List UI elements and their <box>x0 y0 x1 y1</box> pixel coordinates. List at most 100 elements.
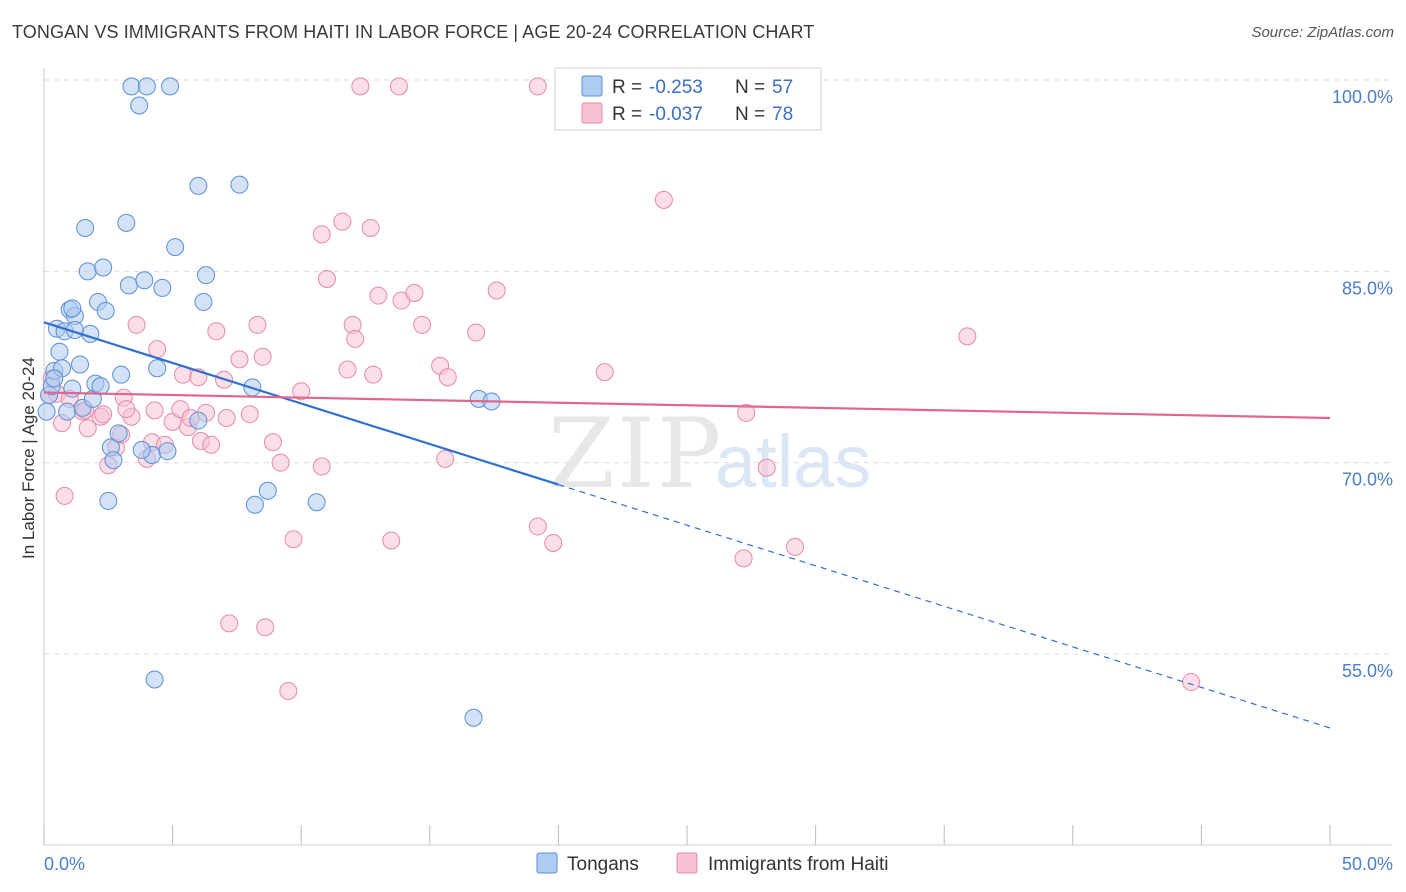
haiti-point <box>253 347 272 366</box>
watermark-zip: ZIP <box>548 398 723 510</box>
haiti-point <box>1182 673 1201 692</box>
haiti-point <box>248 315 267 334</box>
tongan-point <box>189 411 208 430</box>
series-legend: Tongans Immigrants from Haiti <box>536 852 889 875</box>
tongan-point <box>158 442 177 461</box>
haiti-point <box>127 315 146 334</box>
haiti-point <box>734 549 753 568</box>
tongan-point <box>119 276 138 295</box>
tongan-point <box>94 258 113 277</box>
trend-lines <box>43 321 1331 729</box>
tongan-point <box>135 271 154 290</box>
legend-n-label-2: N = <box>735 104 765 125</box>
y-tick-label: 55.0% <box>1342 661 1393 681</box>
haiti-point <box>528 77 547 96</box>
legend-r-label-2: R = <box>612 104 642 125</box>
haiti-point <box>382 531 401 550</box>
haiti-point <box>284 530 303 549</box>
tongan-point <box>37 402 56 421</box>
tongan-point <box>194 292 213 311</box>
haiti-point <box>467 323 486 342</box>
tongan-point <box>99 491 118 510</box>
haiti-trend-line <box>43 391 1331 420</box>
tongan-point <box>307 493 326 512</box>
haiti-point <box>271 453 290 472</box>
tongan-point <box>76 218 95 237</box>
haiti-point <box>487 281 506 300</box>
chart-title: TONGAN VS IMMIGRANTS FROM HAITI IN LABOR… <box>12 22 815 42</box>
tongan-point <box>189 176 208 195</box>
haiti-point <box>436 449 455 468</box>
x-tick-label-min: 0.0% <box>44 854 85 874</box>
tongan-point <box>153 278 172 297</box>
tongan-point <box>78 262 97 281</box>
haiti-point <box>595 363 614 382</box>
x-tick-label-max: 50.0% <box>1342 854 1393 874</box>
legend-swatch-tongans <box>581 75 603 97</box>
haiti-point <box>145 401 164 420</box>
haiti-point <box>361 218 380 237</box>
legend-r-label-1: R = <box>612 77 642 98</box>
haiti-point <box>369 286 388 305</box>
haiti-point <box>202 435 221 454</box>
legend-r-value-2: -0.037 <box>649 104 703 125</box>
tongan-point <box>91 377 110 396</box>
tongan-point <box>148 359 167 378</box>
legend-label-tongans: Tongans <box>567 854 639 875</box>
series-haiti-points <box>40 77 1201 700</box>
axes <box>43 68 1392 846</box>
tongan-point <box>96 301 115 320</box>
y-tick-label: 70.0% <box>1342 470 1393 490</box>
source-credit: Source: ZipAtlas.com <box>1251 24 1394 41</box>
tongan-point <box>63 299 82 318</box>
tongan-point <box>109 424 128 443</box>
haiti-point <box>240 405 259 424</box>
y-tick-label: 85.0% <box>1342 278 1393 298</box>
tongans-trend-line <box>43 321 559 486</box>
tongan-point <box>112 365 131 384</box>
haiti-point <box>528 517 547 536</box>
correlation-legend: R = -0.253 N = 57 R = -0.037 N = 78 <box>554 67 822 131</box>
legend-swatch-haiti <box>581 102 603 124</box>
haiti-point <box>292 382 311 401</box>
tongan-point <box>50 342 69 361</box>
tongan-point <box>166 238 185 257</box>
bottom-swatch-tongans <box>536 852 558 874</box>
tick-labels: 55.0% 70.0% 85.0% 100.0% 0.0% 50.0% <box>44 87 1393 874</box>
haiti-point <box>413 315 432 334</box>
tongan-point <box>464 708 483 727</box>
tongan-point <box>161 77 180 96</box>
haiti-point <box>279 681 298 700</box>
tongan-point <box>130 96 149 115</box>
legend-r-value-1: -0.253 <box>649 77 703 98</box>
haiti-point <box>312 225 331 244</box>
haiti-point <box>217 409 236 428</box>
haiti-point <box>757 458 776 477</box>
tongan-point <box>58 402 77 421</box>
haiti-point <box>654 190 673 209</box>
tongan-point <box>137 77 156 96</box>
haiti-point <box>312 457 331 476</box>
tongan-point <box>145 670 164 689</box>
tongan-point <box>71 355 90 374</box>
haiti-point <box>207 322 226 341</box>
haiti-point <box>78 419 97 438</box>
tongan-point <box>197 266 216 285</box>
tongan-point <box>104 451 123 470</box>
legend-n-label-1: N = <box>735 77 765 98</box>
tongan-point <box>258 481 277 500</box>
haiti-point <box>317 269 336 288</box>
haiti-point <box>55 486 74 505</box>
tongan-point <box>117 213 136 232</box>
legend-n-value-1: 57 <box>772 77 793 98</box>
tongan-point <box>63 379 82 398</box>
haiti-point <box>737 403 756 422</box>
haiti-point <box>364 365 383 384</box>
legend-n-value-2: 78 <box>772 104 793 125</box>
tongans-trend-extension <box>558 484 1331 729</box>
y-axis-label: In Labor Force | Age 20-24 <box>19 357 38 559</box>
haiti-point <box>338 360 357 379</box>
haiti-point <box>351 77 370 96</box>
watermark-atlas: atlas <box>715 420 871 503</box>
